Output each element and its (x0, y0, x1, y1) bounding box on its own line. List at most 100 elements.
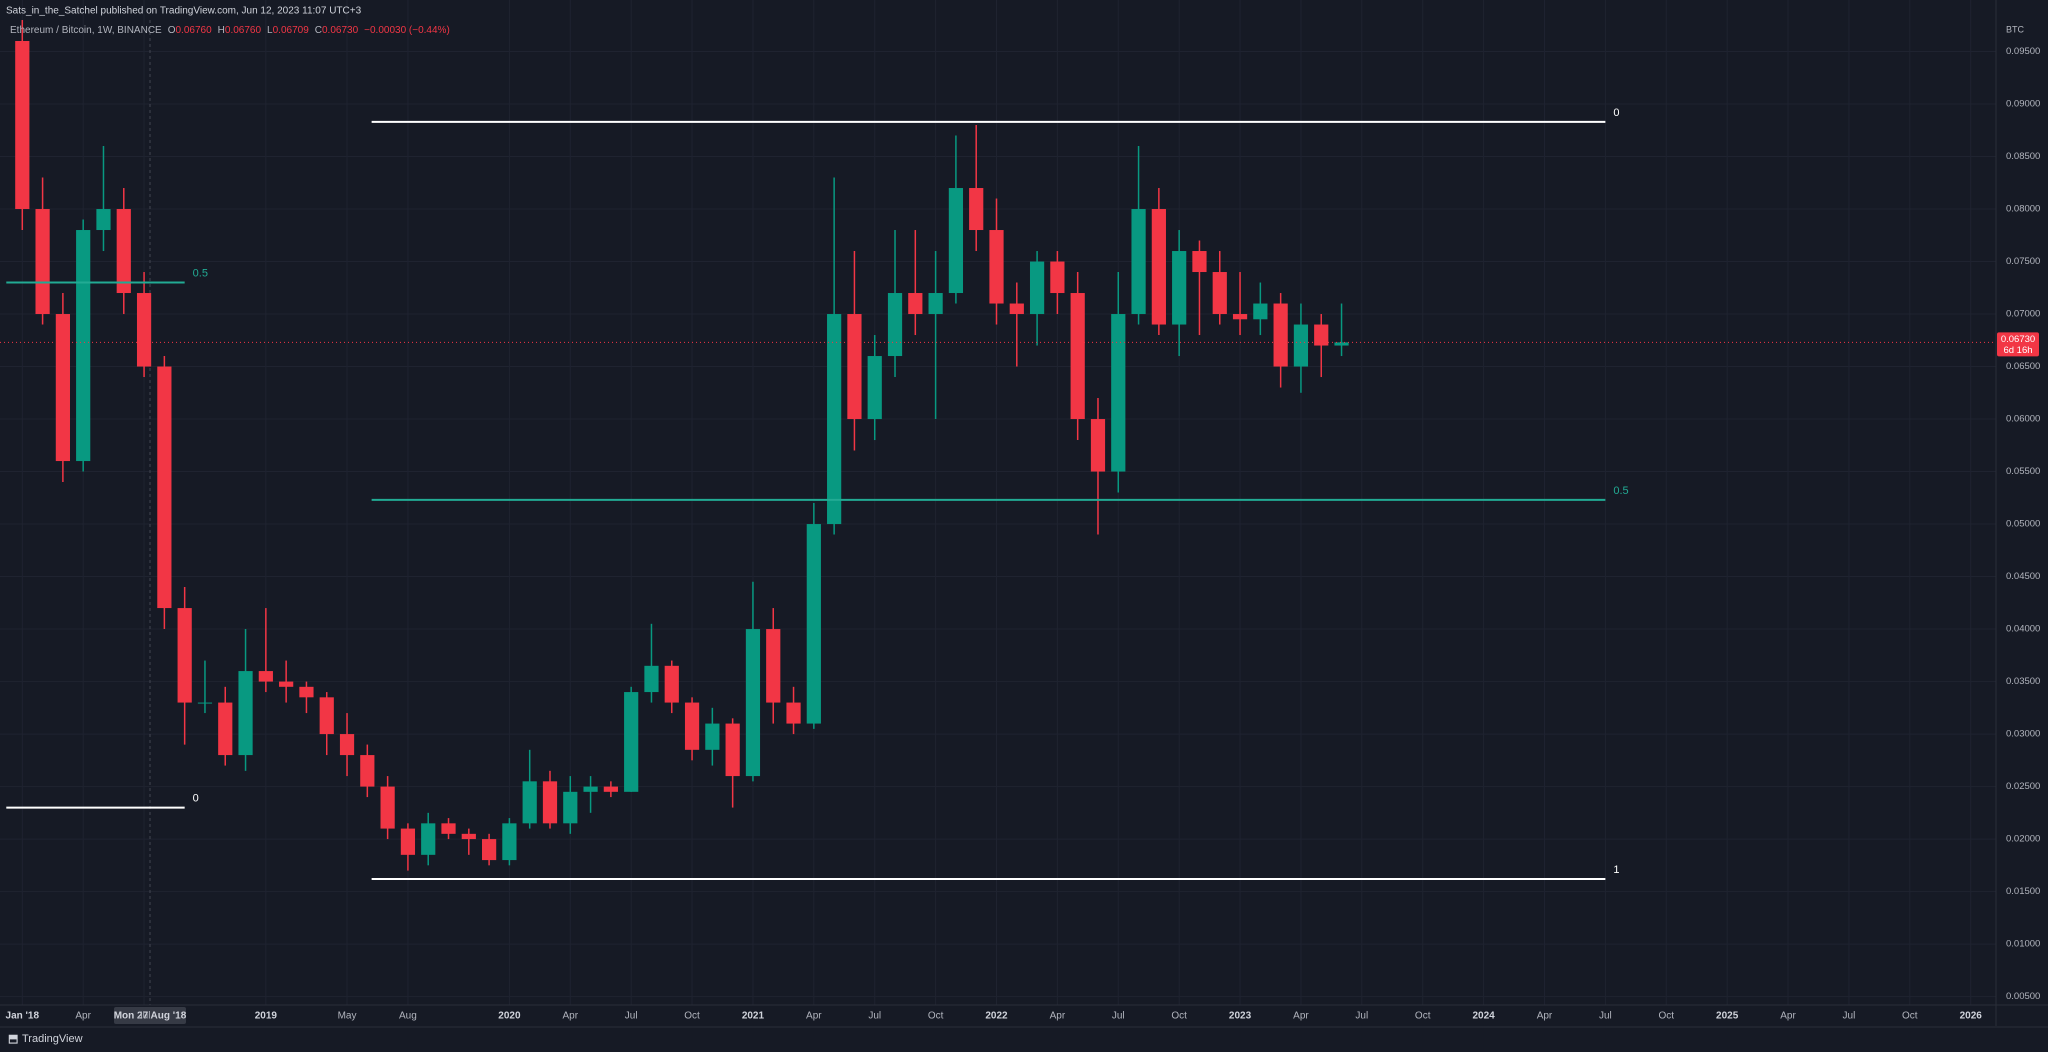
x-tick-label: Oct (1171, 1011, 1187, 1022)
price-tag-label: 0.06730 (2001, 334, 2035, 345)
symbol: Ethereum / Bitcoin, 1W, BINANCE (10, 25, 162, 36)
candle-body (1232, 314, 1248, 320)
x-tick-label: Jan '18 (6, 1011, 40, 1022)
candle-body (441, 823, 456, 834)
ohlc-key: C (315, 25, 322, 36)
candle-body (55, 314, 70, 462)
x-tick-label: Jul (868, 1011, 881, 1022)
x-tick-label: Jul (625, 1011, 638, 1022)
candle-body (948, 188, 964, 294)
y-tick-label: 0.05500 (2006, 466, 2040, 477)
candle-body (1314, 324, 1329, 346)
x-tick-label: Apr (75, 1011, 91, 1022)
candle-body (400, 828, 416, 855)
y-tick-label: 0.02500 (2006, 781, 2040, 792)
ohlc-value: 0.06760 (176, 25, 213, 36)
crosshair-label: Mon 27 Aug '18 (114, 1011, 187, 1022)
candle-body (887, 293, 903, 357)
fib-label: 0.5 (1613, 485, 1628, 497)
y-tick-label: 0.06000 (2006, 414, 2040, 425)
publisher: Sats_in_the_Satchel published on Trading… (6, 6, 362, 17)
change: −0.00030 (−0.44%) (364, 25, 450, 36)
candle-body (136, 293, 152, 367)
legend: Ethereum / Bitcoin, 1W, BINANCE O0.06760 H… (10, 25, 450, 36)
candle-body (989, 230, 1004, 304)
x-tick-label: 2022 (985, 1011, 1008, 1022)
candle-body (908, 293, 923, 315)
footer: TradingView (22, 1033, 83, 1045)
candle-body (522, 781, 537, 824)
fib-label: 0 (193, 792, 199, 804)
x-tick-label: 2020 (498, 1011, 521, 1022)
fib-label: 1 (1613, 864, 1619, 876)
candle-body (1131, 209, 1146, 315)
candle-body (847, 314, 862, 420)
candle-body (360, 755, 375, 787)
candle-body (603, 786, 618, 792)
candle-body (481, 839, 497, 861)
ohlc-value: 0.06760 (225, 25, 262, 36)
candle-body (380, 786, 395, 829)
candle-body (461, 833, 476, 840)
candle-body (15, 41, 30, 210)
x-tick-label: Oct (928, 1011, 944, 1022)
candle-body (1009, 303, 1024, 315)
x-tick-label: Jul (1112, 1011, 1125, 1022)
ohlc-value: 0.06709 (273, 25, 310, 36)
x-tick-label: Apr (1537, 1011, 1553, 1022)
candle-body (1192, 251, 1207, 273)
candle-body (786, 702, 801, 724)
price-tag (1997, 332, 2039, 357)
candle-body (319, 697, 334, 735)
candle-body (1172, 251, 1187, 325)
candle-body (725, 723, 740, 777)
candle-body (258, 671, 273, 682)
x-tick-label: Oct (1415, 1011, 1431, 1022)
y-tick-label: 0.09000 (2006, 99, 2040, 110)
x-tick-label: Jul (1843, 1011, 1856, 1022)
candle-body (339, 734, 355, 756)
candle-body (542, 781, 558, 824)
x-tick-label: Apr (1050, 1011, 1066, 1022)
y-tick-label: 0.07000 (2006, 309, 2040, 320)
x-tick-label: Apr (1293, 1011, 1309, 1022)
ohlc-key: L (267, 25, 273, 36)
candle-body (502, 823, 517, 861)
candle-body (116, 209, 131, 294)
x-tick-label: Oct (1902, 1011, 1918, 1022)
currency: BTC (2006, 24, 2025, 34)
y-tick-label: 0.05000 (2006, 519, 2040, 530)
candle-body (1070, 293, 1085, 420)
y-tick-label: 0.03000 (2006, 729, 2040, 740)
x-tick-label: May (338, 1011, 357, 1022)
y-tick-label: 0.07500 (2006, 256, 2040, 267)
candle-body (705, 723, 720, 750)
candle-body (1029, 261, 1045, 315)
candle-body (238, 671, 253, 756)
y-tick-label: 0.08000 (2006, 204, 2040, 215)
y-tick-label: 0.08500 (2006, 151, 2040, 162)
candle-body (644, 665, 659, 693)
x-tick-label: 2024 (1472, 1011, 1495, 1022)
x-tick-label: Apr (806, 1011, 822, 1022)
x-tick-label: Aug (399, 1011, 417, 1022)
candle-body (1273, 303, 1288, 367)
candle-body (969, 188, 984, 231)
candle-body (279, 681, 294, 687)
candle-body (827, 314, 842, 525)
ohlc-value: 0.06730 (322, 25, 359, 36)
x-tick-label: Jul (138, 1011, 151, 1022)
x-tick-label: Jul (1355, 1011, 1368, 1022)
candle-body (76, 230, 91, 462)
y-tick-label: 0.02000 (2006, 834, 2040, 845)
ohlc-key: O (168, 25, 176, 36)
x-tick-label: Apr (563, 1011, 579, 1022)
y-tick-label: 0.04000 (2006, 624, 2040, 635)
candle-body (1090, 419, 1106, 472)
candle-body (35, 209, 50, 315)
candle-body (624, 692, 639, 792)
candle-body (1111, 314, 1126, 472)
footer-logo: ⬒ (8, 1033, 18, 1045)
